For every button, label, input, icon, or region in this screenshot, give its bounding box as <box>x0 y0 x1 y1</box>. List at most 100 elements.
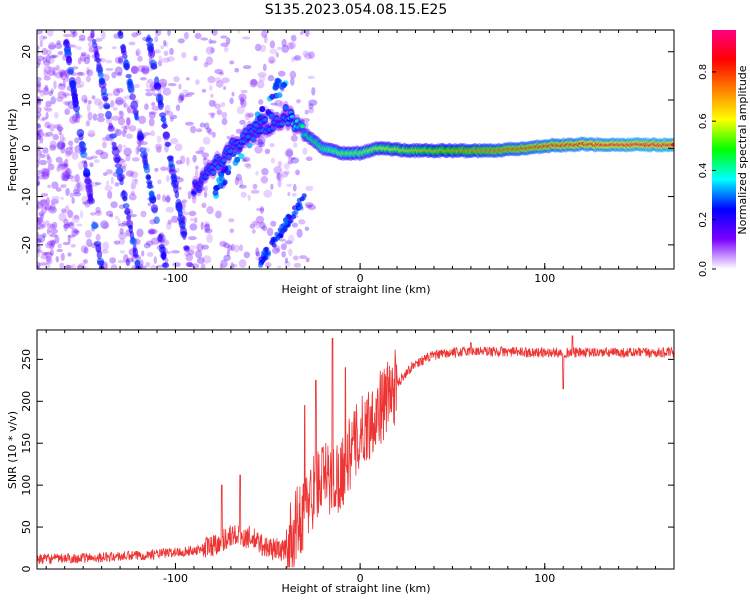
spectrogram-blob <box>189 223 198 231</box>
spectrogram-blob <box>154 30 162 37</box>
spectrogram-blob <box>57 126 64 132</box>
spectrogram-blob <box>276 172 281 180</box>
spectrogram-blob <box>62 171 71 180</box>
spectrogram-blob <box>243 129 249 134</box>
spectrogram-blob <box>37 76 42 82</box>
spectrogram-blob <box>259 206 264 214</box>
spectrogram-blob <box>98 101 104 110</box>
spectrogram-blob <box>181 52 187 59</box>
spectrogram-blob <box>49 55 56 59</box>
spectrogram-blob <box>148 49 156 59</box>
spectrogram-blob <box>287 157 296 160</box>
spectrogram-blob <box>58 212 67 222</box>
spectrogram-blob <box>117 218 121 227</box>
spectrogram-blob <box>289 115 295 119</box>
spectrogram-blob <box>45 258 53 265</box>
spectrogram-blob <box>281 171 289 178</box>
spectrogram-blob <box>226 154 232 159</box>
spectrogram-blob <box>168 168 177 176</box>
spectrogram-blob <box>129 214 137 218</box>
spectrogram-blob <box>74 137 80 144</box>
spectrogram-blob <box>284 170 290 175</box>
spectrogram-blob <box>85 176 91 184</box>
spectrogram-blob <box>269 143 275 148</box>
spectrogram-blob <box>73 99 79 108</box>
spectrogram-blob <box>203 191 208 198</box>
spectrogram-blob <box>280 243 287 251</box>
spectrogram-blob <box>304 109 309 115</box>
spectrogram-blob <box>131 178 137 182</box>
spectrogram-x-tick-label: 0 <box>357 272 364 285</box>
spectrogram-blob <box>102 241 110 251</box>
spectrogram-blob <box>39 262 48 266</box>
spectrogram-blob <box>180 230 188 236</box>
spectrogram-blob <box>64 94 68 99</box>
spectrogram-blob <box>66 55 73 66</box>
spectrogram-blob <box>85 156 94 160</box>
spectrogram-blob <box>58 161 67 170</box>
spectrogram-blob <box>194 169 199 178</box>
spectrogram-blob <box>195 165 199 170</box>
spectrogram-blob <box>83 160 88 171</box>
spectrogram-blob <box>255 139 260 146</box>
spectrogram-blob <box>145 92 153 97</box>
spectrogram-blob <box>186 156 190 166</box>
spectrogram-blob <box>148 111 157 115</box>
spectrogram-blob <box>199 146 205 152</box>
spectrogram-blob <box>258 262 263 268</box>
spectrogram-blob <box>37 243 41 253</box>
spectrogram-blob <box>200 221 204 231</box>
spectrogram-blob <box>255 170 259 176</box>
spectrogram-blob <box>284 240 293 245</box>
spectrogram-blob <box>103 172 108 177</box>
spectrogram-blob <box>65 168 72 177</box>
spectrogram-blob <box>220 42 229 47</box>
spectrogram-blob <box>264 148 271 155</box>
spectrogram-blob <box>293 210 299 215</box>
spectrogram-blob <box>105 210 114 217</box>
spectrogram-blob <box>37 181 40 186</box>
spectrogram-blob <box>276 92 283 99</box>
spectrogram-blob <box>169 47 174 56</box>
spectrogram-blob <box>39 153 46 159</box>
spectrogram-blob <box>61 164 68 169</box>
spectrogram-blob <box>60 71 67 81</box>
spectrogram-blob <box>287 191 291 197</box>
spectrogram-blob <box>68 140 74 146</box>
spectrogram-blob <box>51 240 56 248</box>
spectrogram-blob <box>72 215 80 224</box>
spectrogram-blob <box>304 202 314 207</box>
spectrogram-blob <box>305 30 310 37</box>
spectrogram-blob <box>259 221 266 230</box>
spectrogram-blob <box>284 257 289 264</box>
spectrogram-blob <box>228 218 235 223</box>
spectrogram-blob <box>37 141 41 145</box>
spectrogram-blob <box>58 130 62 136</box>
spectrogram-blob <box>60 196 64 201</box>
spectrogram-blob <box>96 61 102 69</box>
spectrogram-blob <box>147 78 154 83</box>
spectrogram-blob <box>48 206 57 214</box>
spectrogram-blob <box>110 176 114 185</box>
spectrogram-blob <box>174 143 183 152</box>
spectrogram-blob <box>52 66 56 76</box>
spectrogram-blob <box>78 141 86 146</box>
spectrogram-blob <box>283 163 290 170</box>
spectrogram-blob <box>39 159 47 166</box>
spectrogram-blob <box>296 228 303 238</box>
spectrogram-blob <box>153 256 157 264</box>
spectrogram-blob <box>670 142 674 147</box>
spectrogram-blob <box>289 42 296 50</box>
spectrogram-blob <box>127 107 131 114</box>
spectrogram-blob <box>161 123 169 129</box>
spectrogram-blob <box>290 157 300 164</box>
spectrogram-blob <box>76 128 85 138</box>
spectrogram-blob <box>242 36 251 40</box>
spectrogram-blob <box>66 222 74 227</box>
spectrogram-blob <box>165 251 172 254</box>
spectrogram-blob <box>212 100 217 107</box>
spectrogram-blob <box>277 178 282 188</box>
spectrogram-blob <box>279 238 286 242</box>
spectrogram-blob <box>117 31 124 36</box>
spectrogram-blob <box>251 229 256 234</box>
